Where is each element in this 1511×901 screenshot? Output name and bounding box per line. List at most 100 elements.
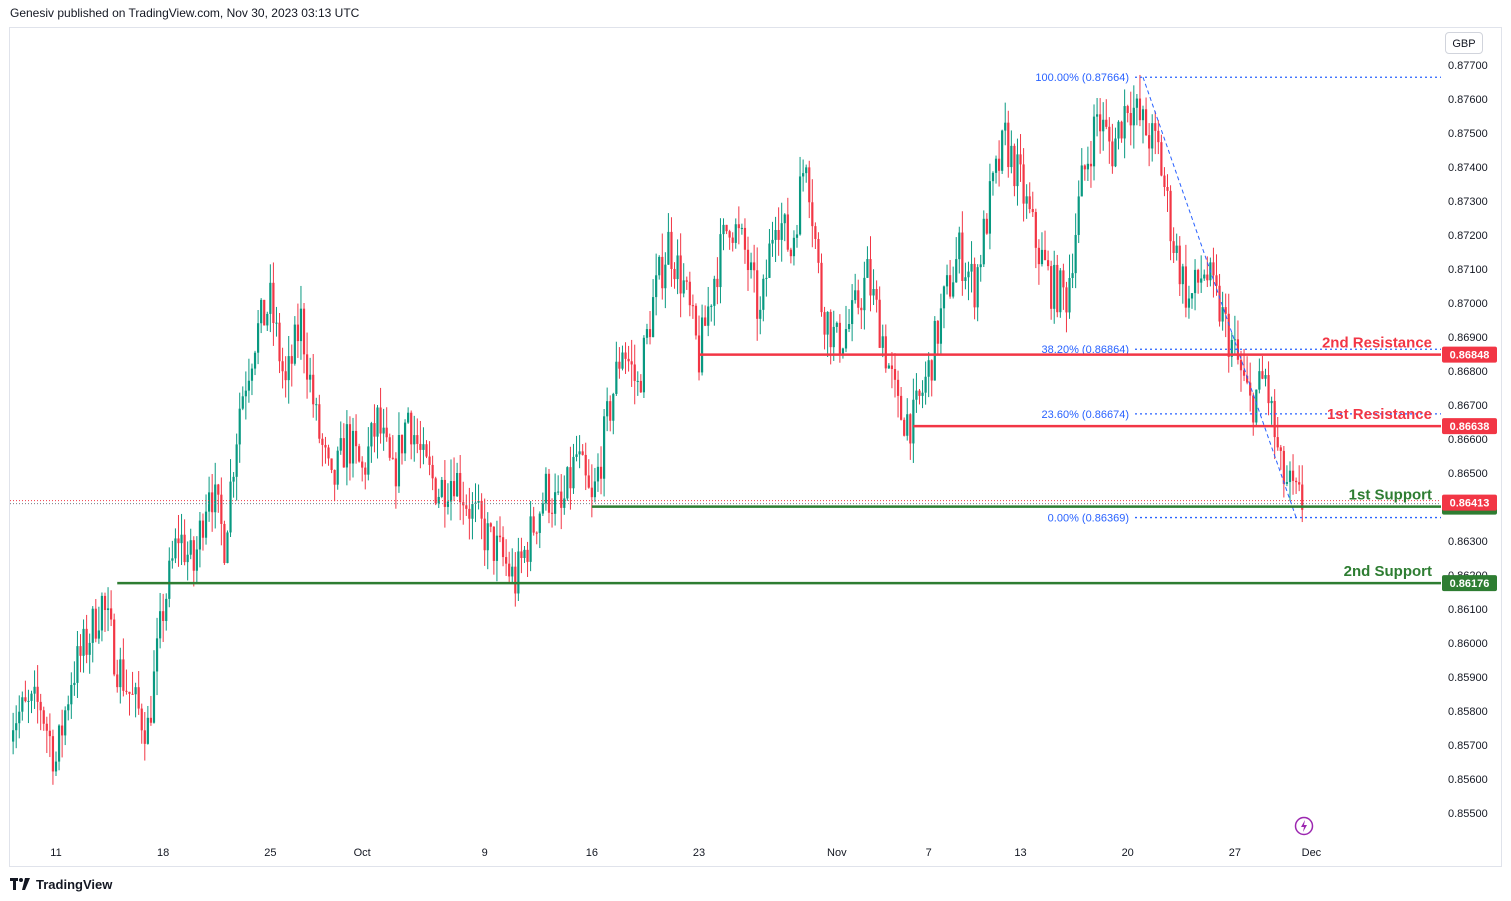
candle-body bbox=[820, 262, 823, 313]
candle-body bbox=[1004, 122, 1007, 131]
level-name: 2nd Support bbox=[1344, 563, 1432, 580]
candle-body bbox=[847, 324, 851, 330]
candle-body bbox=[1261, 371, 1264, 379]
candle-body bbox=[321, 438, 324, 445]
candle-body bbox=[1105, 119, 1108, 127]
candle-body bbox=[61, 725, 64, 736]
candle-body bbox=[1083, 165, 1086, 170]
candle-body bbox=[91, 608, 94, 643]
candle-body bbox=[21, 697, 24, 712]
candle-body bbox=[906, 414, 909, 436]
candle-body bbox=[700, 317, 704, 373]
candle-body bbox=[486, 523, 489, 551]
candle-body bbox=[952, 282, 955, 297]
candle-body bbox=[1200, 278, 1203, 283]
candle-body bbox=[431, 464, 434, 479]
candle-body bbox=[177, 538, 180, 544]
y-tick-label: 0.87500 bbox=[1448, 128, 1488, 140]
currency-button[interactable]: GBP bbox=[1445, 32, 1483, 54]
candle-body bbox=[162, 611, 165, 621]
candle-body bbox=[609, 401, 612, 421]
candle-body bbox=[18, 711, 21, 724]
candle-body bbox=[802, 173, 805, 177]
candle-body bbox=[342, 438, 345, 468]
candle-body bbox=[103, 595, 107, 611]
candle-body bbox=[1184, 266, 1187, 308]
x-tick-label: 20 bbox=[1122, 847, 1134, 859]
candle-body bbox=[480, 500, 483, 519]
fib-level-label: 0.00% (0.86369) bbox=[1048, 513, 1129, 525]
candle-body bbox=[358, 446, 361, 462]
candle-body bbox=[370, 423, 373, 447]
candle-body bbox=[630, 361, 633, 365]
candle-body bbox=[526, 549, 529, 562]
candle-body bbox=[648, 329, 652, 338]
candle-body bbox=[994, 158, 998, 173]
candle-body bbox=[511, 566, 514, 577]
candle-body bbox=[367, 446, 370, 475]
candle-body bbox=[1255, 389, 1258, 423]
candle-body bbox=[501, 537, 505, 558]
candle-body bbox=[734, 224, 737, 243]
candle-body bbox=[869, 259, 872, 296]
x-tick-label: Dec bbox=[1302, 847, 1322, 859]
candle-body bbox=[756, 270, 759, 319]
candle-body bbox=[1001, 130, 1004, 171]
candle-body bbox=[789, 249, 792, 257]
candle-body bbox=[615, 361, 618, 394]
candle-body bbox=[602, 416, 606, 479]
lightning-icon[interactable] bbox=[1294, 816, 1314, 836]
candle-body bbox=[241, 396, 244, 409]
candle-body bbox=[263, 299, 266, 326]
fib-level-label: 23.60% (0.86674) bbox=[1042, 409, 1129, 421]
y-tick-label: 0.86000 bbox=[1448, 638, 1488, 650]
candle-body bbox=[106, 608, 110, 611]
y-tick-label: 0.86100 bbox=[1448, 604, 1488, 616]
candle-body bbox=[296, 324, 299, 342]
candle-body bbox=[596, 466, 600, 482]
current-price-tag: 0.86413 bbox=[1450, 498, 1490, 510]
candle-body bbox=[581, 451, 584, 455]
x-tick-label: 7 bbox=[926, 847, 932, 859]
candle-body bbox=[933, 320, 936, 381]
candle-body bbox=[881, 336, 884, 348]
candle-body bbox=[33, 686, 36, 694]
tradingview-logo-icon[interactable] bbox=[10, 878, 32, 890]
candle-body bbox=[872, 289, 875, 296]
candle-body bbox=[394, 458, 397, 487]
candle-body bbox=[909, 414, 912, 444]
candle-body bbox=[1264, 375, 1267, 379]
candle-body bbox=[676, 255, 679, 280]
candle-body bbox=[1117, 121, 1120, 139]
candle-body bbox=[1193, 269, 1197, 294]
candle-body bbox=[642, 337, 646, 393]
candle-body bbox=[1129, 113, 1132, 126]
candle-body bbox=[1246, 375, 1249, 383]
candle-body bbox=[446, 501, 450, 507]
candle-body bbox=[958, 232, 961, 260]
candle-body bbox=[1077, 196, 1080, 235]
candle-body bbox=[1288, 470, 1292, 483]
candle-body bbox=[1190, 293, 1194, 299]
candle-body bbox=[964, 277, 967, 281]
candle-body bbox=[532, 516, 535, 533]
candle-body bbox=[795, 234, 799, 238]
candle-body bbox=[382, 427, 385, 434]
candle-body bbox=[661, 256, 664, 289]
candle-body bbox=[1197, 269, 1200, 283]
candle-body bbox=[569, 467, 572, 489]
candle-body bbox=[884, 336, 887, 369]
candle-body bbox=[407, 412, 410, 423]
candle-body bbox=[82, 628, 85, 656]
candle-body bbox=[529, 516, 532, 562]
candle-body bbox=[318, 404, 321, 439]
candle-body bbox=[198, 520, 202, 550]
candle-body bbox=[410, 412, 413, 445]
candle-body bbox=[645, 329, 649, 338]
candle-body bbox=[57, 725, 61, 762]
candle-body bbox=[985, 218, 988, 234]
candle-body bbox=[691, 305, 694, 307]
fib-level-label: 100.00% (0.87664) bbox=[1035, 72, 1129, 84]
candle-body bbox=[165, 598, 168, 621]
